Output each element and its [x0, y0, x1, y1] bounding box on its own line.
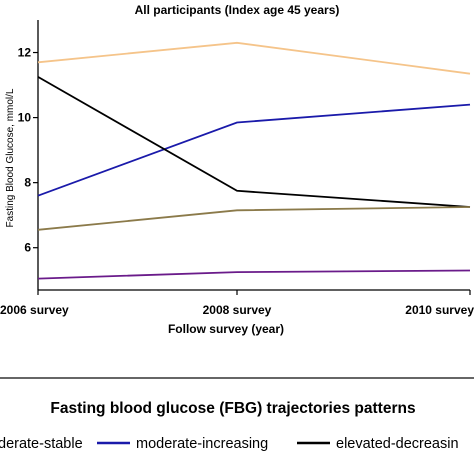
axes	[37, 20, 470, 291]
y-tick-label: 8	[24, 176, 31, 190]
x-tick-label: 2006 survey	[0, 303, 69, 317]
legend-box	[0, 377, 474, 379]
legend: derate-stable moderate-increasing elevated…	[0, 436, 459, 452]
series-line-3	[37, 76, 471, 208]
y-tick-label: 12	[18, 46, 32, 60]
legend-label: derate-stable	[0, 436, 83, 452]
series-line-4	[37, 206, 471, 231]
x-axis-label: Follow survey (year)	[168, 322, 284, 336]
legend-title: Fasting blood glucose (FBG) trajectories…	[50, 400, 415, 417]
y-tick-label: 10	[18, 111, 32, 125]
ticks-layer: 6 8 10 12 2006 survey 2008 survey 2010 survey	[0, 46, 474, 317]
legend-label: elevated-decreasin	[336, 436, 459, 452]
y-tick-label: 6	[24, 241, 31, 255]
series-line-2	[37, 103, 471, 197]
chart-title: All participants (Index age 45 years)	[135, 3, 340, 17]
legend-label: moderate-increasing	[136, 436, 268, 452]
series-layer	[37, 41, 471, 280]
x-tick-label: 2008 survey	[203, 303, 272, 317]
y-axis-label: Fasting Blood Glucose, mmol/L	[5, 88, 16, 227]
series-line-5	[37, 269, 471, 280]
x-tick-label: 2010 survey	[405, 303, 474, 317]
series-line-1	[37, 41, 471, 75]
